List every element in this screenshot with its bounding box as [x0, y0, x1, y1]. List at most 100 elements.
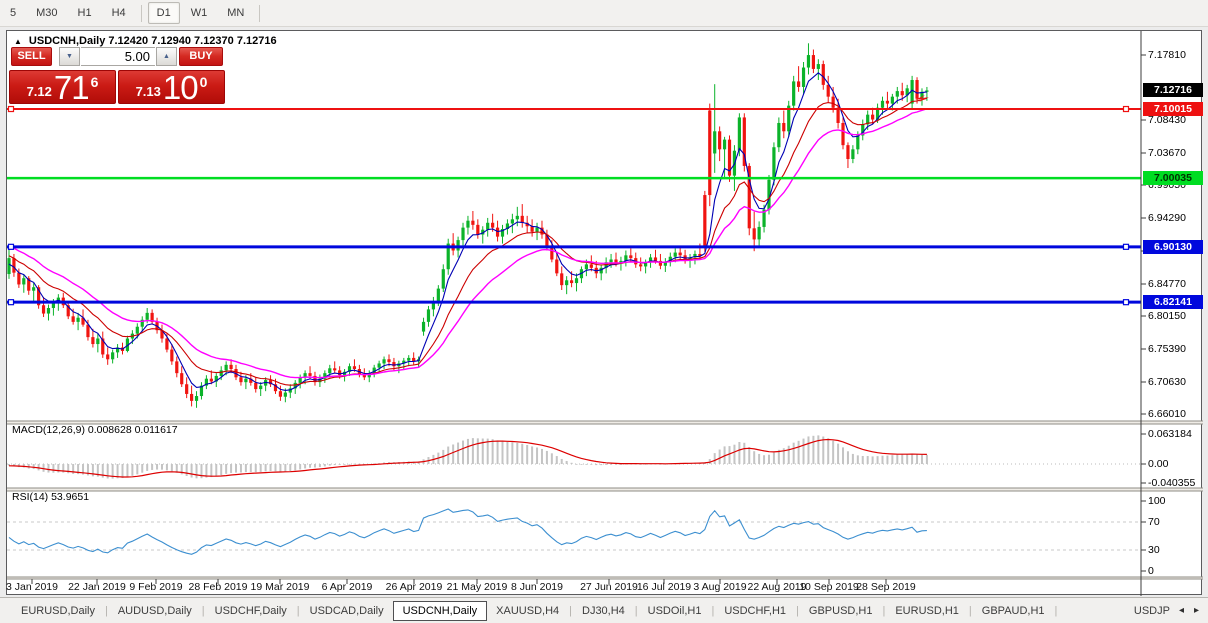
rsi-tick-label: 0 — [1148, 565, 1154, 577]
volume-input[interactable] — [81, 47, 155, 66]
price-tick-label: 7.08430 — [1148, 114, 1186, 126]
price-tick-label: 6.94290 — [1148, 212, 1186, 224]
date-label: 19 Mar 2019 — [250, 581, 310, 593]
price-marker-7.12716: 7.12716 — [1143, 83, 1203, 97]
chart-tab-bar: EURUSD,Daily | AUDUSD,Daily | USDCHF,Daily | U… — [0, 597, 1208, 623]
price-tick-label: 7.17810 — [1148, 49, 1186, 61]
tab-xauusd-h4[interactable]: XAUUSD,H4 — [496, 604, 560, 617]
rsi-tick-label: 30 — [1148, 544, 1160, 556]
date-label: 27 Jun 2019 — [580, 581, 638, 593]
date-label: 22 Jan 2019 — [68, 581, 126, 593]
macd-tick-label: 0.00 — [1148, 458, 1169, 470]
sell-price-box[interactable]: 7.12 71 6 — [9, 70, 116, 104]
price-marker-7.10015: 7.10015 — [1143, 102, 1203, 116]
timeframe-button-m30[interactable]: M30 — [36, 7, 58, 19]
tab-separator: | — [569, 604, 572, 617]
tab-usdjpy-truncated[interactable]: USDJP — [1133, 604, 1170, 617]
tab-eurusd-daily[interactable]: EURUSD,Daily — [21, 604, 95, 617]
tab-usdchf-h1[interactable]: USDCHF,H1 — [724, 604, 787, 617]
rsi-label: RSI(14) 53.9651 — [12, 491, 90, 503]
date-label: 6 Apr 2019 — [321, 581, 373, 593]
tab-separator: | — [796, 604, 799, 617]
candlesticks — [7, 43, 929, 408]
macd-tick-label: -0.040355 — [1148, 477, 1196, 489]
tab-eurusd-h1[interactable]: EURUSD,H1 — [895, 604, 959, 617]
date-label: 9 Feb 2019 — [129, 581, 183, 593]
ma-13 — [8, 97, 928, 386]
tab-usdchf-daily[interactable]: USDCHF,Daily — [214, 604, 287, 617]
rsi-line — [8, 508, 927, 555]
timeframe-button-mn[interactable]: MN — [227, 7, 245, 19]
price-marker-6.90130: 6.90130 — [1143, 240, 1203, 254]
buy-button[interactable]: BUY — [179, 47, 223, 66]
timeframe-button-5[interactable]: 5 — [10, 7, 17, 19]
toolbar-separator — [140, 4, 142, 22]
price-tick-label: 6.70630 — [1148, 376, 1186, 388]
line-handle — [7, 105, 15, 113]
one-click-trading-panel: SELL ▼ ▲ BUY 7.12 71 6 7.13 10 0 — [9, 45, 225, 105]
tab-audusd-daily[interactable]: AUDUSD,Daily — [117, 604, 192, 617]
tab-scroll-left-button[interactable]: ◂ — [1178, 605, 1184, 616]
chart-window: ▲ USDCNH,Daily 7.12420 7.12940 7.12370 7… — [6, 30, 1203, 596]
date-label: 3 Aug 2019 — [693, 581, 747, 593]
timeframe-button-h4[interactable]: H4 — [111, 7, 126, 19]
line-handle — [1122, 299, 1130, 306]
toolbar-separator — [259, 4, 261, 22]
date-label: 8 Jun 2019 — [511, 581, 563, 593]
buy-price-pips: 10 — [162, 70, 199, 104]
timeframe-button-d1[interactable]: D1 — [147, 2, 180, 24]
sell-price-pips: 71 — [53, 70, 90, 104]
buy-price-box[interactable]: 7.13 10 0 — [118, 70, 225, 104]
sell-button[interactable]: SELL — [11, 47, 52, 66]
volume-decrease-button[interactable]: ▼ — [59, 47, 80, 66]
tab-scroll-right-button[interactable]: ▸ — [1193, 605, 1199, 616]
line-handle — [7, 299, 15, 306]
tab-separator: | — [711, 604, 715, 617]
timeframe-toolbar: 5 M30 H1 H4 D1 W1 MN — [0, 0, 1208, 27]
timeframe-button-h1[interactable]: H1 — [77, 7, 92, 19]
price-direction-arrow-icon — [915, 95, 929, 102]
sell-price-major: 7.12 — [26, 84, 52, 99]
tab-dj30-h4[interactable]: DJ30,H4 — [582, 604, 625, 617]
line-handle — [7, 243, 15, 250]
price-tick-label: 7.03670 — [1148, 147, 1186, 159]
date-label: 16 Jul 2019 — [636, 581, 692, 593]
line-handle — [1122, 105, 1130, 113]
buy-price-major: 7.13 — [135, 84, 161, 99]
collapse-triangle-icon[interactable]: ▲ — [14, 36, 22, 46]
buy-price-point: 0 — [199, 74, 208, 90]
tab-separator: | — [1054, 604, 1058, 617]
macd-tick-label: 0.063184 — [1148, 428, 1192, 440]
volume-increase-button[interactable]: ▲ — [156, 47, 177, 66]
date-label: 10 Sep 2019 — [799, 581, 859, 593]
sell-price-point: 6 — [90, 74, 99, 90]
tab-usdoil-h1[interactable]: USDOil,H1 — [647, 604, 702, 617]
price-tick-label: 6.75390 — [1148, 343, 1186, 355]
tab-separator: | — [296, 604, 300, 617]
price-tick-label: 6.80150 — [1148, 310, 1186, 322]
line-handle — [1122, 243, 1130, 250]
tab-separator: | — [104, 604, 108, 617]
chart-title-bar: ▲ USDCNH,Daily 7.12420 7.12940 7.12370 7… — [14, 35, 277, 47]
rsi-tick-label: 70 — [1148, 516, 1160, 528]
ma-24 — [8, 108, 928, 379]
timeframe-button-w1[interactable]: W1 — [190, 7, 208, 19]
tab-separator: | — [634, 604, 638, 617]
price-chart-canvas[interactable] — [7, 31, 1203, 596]
date-label: 21 May 2019 — [446, 581, 508, 593]
date-label: 26 Apr 2019 — [385, 581, 443, 593]
date-label: 3 Jan 2019 — [6, 581, 58, 593]
tab-usdcnh-daily[interactable]: USDCNH,Daily — [392, 600, 488, 621]
chart-title: USDCNH,Daily 7.12420 7.12940 7.12370 7.1… — [28, 35, 277, 47]
price-tick-label: 6.66010 — [1148, 408, 1186, 420]
macd-signal-line — [8, 438, 927, 478]
price-marker-6.82141: 6.82141 — [1143, 295, 1203, 309]
macd-label: MACD(12,26,9) 0.008628 0.011617 — [12, 424, 178, 436]
tab-gbpusd-h1[interactable]: GBPUSD,H1 — [808, 604, 873, 617]
tab-usdcad-daily[interactable]: USDCAD,Daily — [309, 604, 384, 617]
rsi-tick-label: 100 — [1148, 495, 1166, 507]
tab-gbpaud-h1[interactable]: GBPAUD,H1 — [981, 604, 1045, 617]
price-tick-label: 6.84770 — [1148, 278, 1186, 290]
tab-separator: | — [882, 604, 886, 617]
